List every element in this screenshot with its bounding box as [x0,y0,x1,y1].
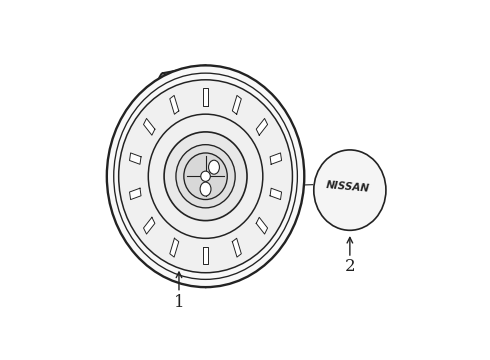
Ellipse shape [184,153,227,199]
Polygon shape [170,238,179,257]
Polygon shape [256,118,268,135]
Text: 2: 2 [344,258,355,275]
Ellipse shape [200,182,211,196]
Text: NISSAN: NISSAN [326,180,370,194]
Polygon shape [144,217,155,234]
Polygon shape [232,238,242,257]
Polygon shape [256,217,268,234]
Polygon shape [144,118,155,135]
Ellipse shape [201,171,210,181]
Polygon shape [270,188,282,199]
Ellipse shape [176,145,235,208]
Polygon shape [129,188,141,199]
Ellipse shape [209,160,220,174]
Ellipse shape [119,80,293,273]
Polygon shape [270,153,282,164]
Ellipse shape [164,132,247,221]
Polygon shape [129,153,141,164]
Ellipse shape [107,66,304,287]
Polygon shape [203,247,208,264]
Polygon shape [232,95,242,114]
Ellipse shape [148,114,263,238]
Text: 1: 1 [173,294,184,311]
Ellipse shape [314,150,386,230]
Polygon shape [203,89,208,105]
Polygon shape [170,95,179,114]
